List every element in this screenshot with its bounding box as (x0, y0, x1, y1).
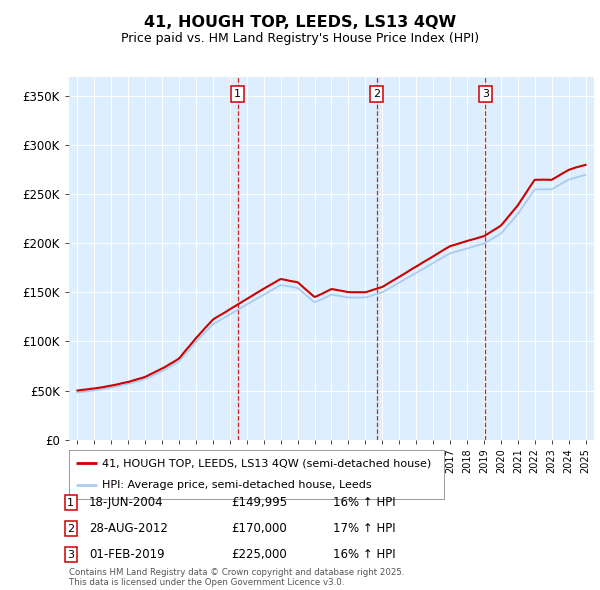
Text: 17% ↑ HPI: 17% ↑ HPI (333, 522, 395, 535)
Text: 18-JUN-2004: 18-JUN-2004 (89, 496, 163, 509)
Text: 41, HOUGH TOP, LEEDS, LS13 4QW (semi-detached house): 41, HOUGH TOP, LEEDS, LS13 4QW (semi-det… (102, 458, 431, 468)
Text: 28-AUG-2012: 28-AUG-2012 (89, 522, 167, 535)
Text: 01-FEB-2019: 01-FEB-2019 (89, 548, 164, 561)
Text: 41, HOUGH TOP, LEEDS, LS13 4QW: 41, HOUGH TOP, LEEDS, LS13 4QW (144, 15, 456, 30)
Text: £170,000: £170,000 (231, 522, 287, 535)
Text: 3: 3 (67, 550, 74, 559)
Text: 2: 2 (373, 89, 380, 99)
Text: 16% ↑ HPI: 16% ↑ HPI (333, 496, 395, 509)
Text: Price paid vs. HM Land Registry's House Price Index (HPI): Price paid vs. HM Land Registry's House … (121, 32, 479, 45)
Text: 1: 1 (234, 89, 241, 99)
Text: Contains HM Land Registry data © Crown copyright and database right 2025.
This d: Contains HM Land Registry data © Crown c… (69, 568, 404, 587)
Text: £225,000: £225,000 (231, 548, 287, 561)
Text: £149,995: £149,995 (231, 496, 287, 509)
Text: 2: 2 (67, 524, 74, 533)
Text: 1: 1 (67, 498, 74, 507)
Text: 3: 3 (482, 89, 489, 99)
Text: 16% ↑ HPI: 16% ↑ HPI (333, 548, 395, 561)
Text: HPI: Average price, semi-detached house, Leeds: HPI: Average price, semi-detached house,… (102, 480, 371, 490)
